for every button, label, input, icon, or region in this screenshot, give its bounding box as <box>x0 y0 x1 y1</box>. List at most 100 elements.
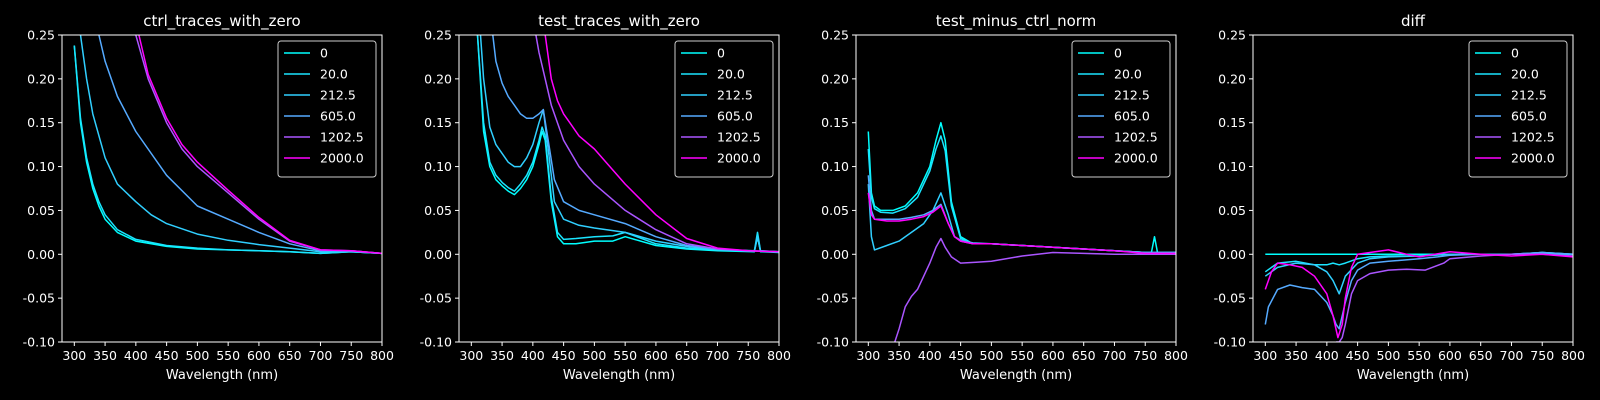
y-tick-label: 0.25 <box>424 28 452 43</box>
x-tick-label: 800 <box>767 348 791 363</box>
legend-label: 1202.5 <box>717 130 761 145</box>
legend-label: 212.5 <box>717 88 753 103</box>
y-tick-label: 0.15 <box>424 115 452 130</box>
x-tick-label: 800 <box>1561 348 1585 363</box>
x-tick-label: 650 <box>278 348 302 363</box>
y-tick-label: 0.20 <box>1218 71 1246 86</box>
series-line-605.0 <box>1264 251 1573 330</box>
x-tick-label: 650 <box>1469 348 1493 363</box>
y-tick-label: 0.10 <box>424 159 452 174</box>
axes-frame <box>1252 34 1574 343</box>
legend-label: 2000.0 <box>1511 151 1555 166</box>
x-tick-label: 700 <box>1103 348 1127 363</box>
chart-panel-3: test_minus_ctrl_norm 300 350 400 450 500 550 60… <box>817 12 1188 383</box>
y-tick-label: 0.20 <box>821 71 849 86</box>
legend-label: 0 <box>320 46 328 61</box>
y-tick-label: 0.15 <box>27 115 55 130</box>
chart-title: diff <box>1401 12 1426 30</box>
chart-panel-1: ctrl_traces_with_zero 300 350 400 450 500 550 6… <box>23 12 394 383</box>
y-tick-label: -0.10 <box>420 335 452 350</box>
series-group <box>1264 249 1573 342</box>
x-tick-label: 750 <box>1133 348 1157 363</box>
x-tick-label: 450 <box>949 348 973 363</box>
y-tick-label: 0.05 <box>1218 203 1246 218</box>
chart-title: test_minus_ctrl_norm <box>936 12 1097 31</box>
series-line-1202.5 <box>894 237 1176 342</box>
chart-title: ctrl_traces_with_zero <box>143 12 300 31</box>
y-tick-label: 0.05 <box>27 203 55 218</box>
series-group <box>73 35 382 255</box>
axes-frame <box>458 34 780 343</box>
series-line-1202.5 <box>535 35 779 253</box>
chart-title: test_traces_with_zero <box>538 12 700 31</box>
series-line-20.0 <box>73 45 382 255</box>
x-tick-label: 550 <box>216 348 240 363</box>
y-tick-label: -0.05 <box>817 291 849 306</box>
y-tick-label: -0.10 <box>1214 335 1246 350</box>
legend-label: 605.0 <box>1511 109 1547 124</box>
x-axis-label: Wavelength (nm) <box>960 368 1072 383</box>
y-tick-label: 0.15 <box>1218 115 1246 130</box>
x-tick-label: 600 <box>1438 348 1462 363</box>
x-tick-label: 500 <box>582 348 606 363</box>
legend-box <box>1468 40 1568 178</box>
x-tick-label: 700 <box>706 348 730 363</box>
legend-label: 20.0 <box>1511 67 1539 82</box>
x-tick-label: 350 <box>1284 348 1308 363</box>
legend-label: 20.0 <box>320 67 348 82</box>
x-axis-label: Wavelength (nm) <box>1357 368 1469 383</box>
y-tick-label: 0.10 <box>821 159 849 174</box>
legend: 0 20.0 212.5 605.0 1202.5 2000.0 <box>1468 40 1568 178</box>
y-tick-label: 0.05 <box>821 203 849 218</box>
y-tick-label: 0.15 <box>821 115 849 130</box>
y-tick-label: 0.00 <box>424 247 452 262</box>
y-tick-label: -0.10 <box>23 335 55 350</box>
y-tick-label: -0.05 <box>1214 291 1246 306</box>
x-tick-label: 350 <box>93 348 117 363</box>
legend-label: 2000.0 <box>1114 151 1158 166</box>
y-tick-label: 0.05 <box>424 203 452 218</box>
legend-label: 20.0 <box>1114 67 1142 82</box>
x-axis-label: Wavelength (nm) <box>563 368 675 383</box>
x-tick-label: 750 <box>339 348 363 363</box>
legend-box <box>1071 40 1171 178</box>
chart-panel-4: diff 300 350 400 450 500 550 600 650 700 750 800 -0.… <box>1214 12 1585 383</box>
x-tick-label: 300 <box>856 348 880 363</box>
series-line-605.0 <box>867 175 1176 254</box>
legend-label: 212.5 <box>1511 88 1547 103</box>
x-tick-label: 700 <box>309 348 333 363</box>
x-tick-label: 400 <box>1315 348 1339 363</box>
legend-label: 1202.5 <box>320 130 364 145</box>
axes-frame <box>855 34 1177 343</box>
y-tick-label: 0.10 <box>27 159 55 174</box>
y-tick-label: 0.25 <box>27 28 55 43</box>
series-line-605.0 <box>492 35 779 253</box>
y-tick-label: 0.10 <box>1218 159 1246 174</box>
series-line-212.5 <box>79 35 382 255</box>
x-tick-label: 750 <box>1530 348 1554 363</box>
x-tick-label: 500 <box>1376 348 1400 363</box>
x-tick-label: 550 <box>1010 348 1034 363</box>
y-tick-label: -0.10 <box>817 335 849 350</box>
x-tick-label: 350 <box>490 348 514 363</box>
series-line-2000.0 <box>1264 249 1573 339</box>
legend-label: 1202.5 <box>1114 130 1158 145</box>
y-tick-label: 0.00 <box>1218 247 1246 262</box>
series-line-0 <box>476 35 779 254</box>
legend-label: 20.0 <box>717 67 745 82</box>
legend-label: 2000.0 <box>717 151 761 166</box>
x-tick-label: 800 <box>1164 348 1188 363</box>
x-axis-label: Wavelength (nm) <box>166 368 278 383</box>
legend-label: 212.5 <box>1114 88 1150 103</box>
series-group <box>476 35 779 254</box>
y-tick-label: -0.05 <box>23 291 55 306</box>
legend-label: 0 <box>717 46 725 61</box>
y-tick-label: 0.25 <box>821 28 849 43</box>
y-tick-label: 0.20 <box>27 71 55 86</box>
x-tick-label: 650 <box>1072 348 1096 363</box>
x-tick-label: 450 <box>552 348 576 363</box>
x-tick-label: 550 <box>1407 348 1431 363</box>
x-tick-label: 400 <box>918 348 942 363</box>
y-tick-label: -0.05 <box>420 291 452 306</box>
